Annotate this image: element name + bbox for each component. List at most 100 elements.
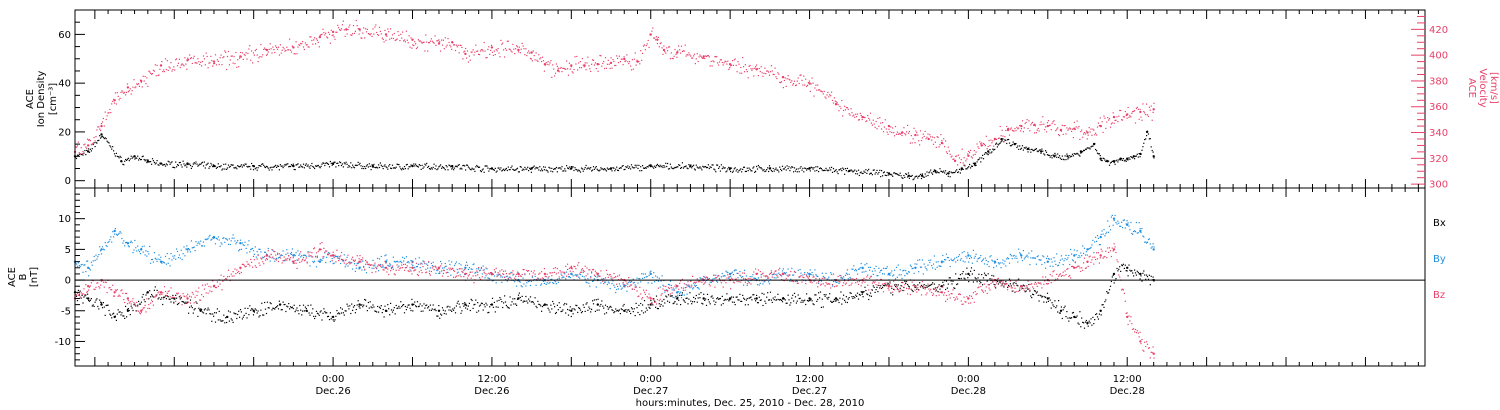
scatter-dot: [1066, 153, 1068, 155]
scatter-dot: [329, 160, 331, 163]
scatter-dot: [411, 263, 413, 265]
scatter-dot: [223, 56, 225, 58]
scatter-dot: [642, 304, 644, 306]
scatter-dot: [350, 312, 352, 315]
scatter-dot: [426, 41, 428, 43]
scatter-dot: [383, 165, 385, 167]
scatter-dot: [657, 280, 659, 282]
scatter-dot: [384, 255, 386, 257]
scatter-dot: [673, 55, 675, 57]
scatter-dot: [721, 295, 723, 297]
scatter-dot: [106, 304, 108, 306]
scatter-dot: [759, 70, 761, 73]
scatter-dot: [1109, 229, 1112, 231]
scatter-dot: [941, 285, 943, 287]
scatter-dot: [452, 42, 454, 44]
scatter-dot: [1071, 259, 1074, 261]
scatter-dot: [935, 261, 937, 263]
scatter-dot: [254, 246, 256, 248]
scatter-dot: [164, 165, 167, 167]
scatter-dot: [252, 169, 255, 171]
scatter-dot: [364, 37, 366, 39]
scatter-dot: [437, 315, 439, 317]
scatter-dot: [579, 309, 582, 311]
scatter-dot: [291, 165, 293, 167]
scatter-dot: [340, 307, 342, 309]
scatter-dot: [225, 51, 227, 53]
scatter-dot: [700, 278, 702, 280]
scatter-dot: [1106, 121, 1108, 123]
scatter-dot: [204, 238, 206, 240]
scatter-dot: [461, 268, 463, 270]
scatter-dot: [407, 304, 409, 306]
scatter-dot: [907, 172, 910, 174]
scatter-dot: [244, 163, 246, 165]
scatter-dot: [748, 167, 750, 169]
scatter-dot: [854, 116, 856, 118]
scatter-dot: [491, 44, 493, 46]
scatter-dot: [768, 71, 770, 73]
scatter-dot: [381, 37, 383, 39]
scatter-dot: [404, 305, 406, 308]
scatter-dot: [620, 167, 622, 169]
scatter-dot: [107, 304, 109, 306]
scatter-dot: [144, 254, 146, 256]
scatter-dot: [788, 166, 790, 168]
scatter-dot: [653, 298, 655, 300]
scatter-dot: [251, 162, 253, 165]
scatter-dot: [1106, 231, 1108, 233]
scatter-dot: [1125, 270, 1127, 272]
scatter-dot: [1008, 138, 1010, 141]
scatter-dot: [146, 77, 148, 79]
scatter-dot: [1033, 257, 1035, 259]
scatter-dot: [596, 276, 598, 278]
scatter-dot: [858, 119, 860, 121]
scatter-dot: [763, 72, 765, 74]
scatter-dot: [341, 260, 343, 262]
scatter-dot: [626, 54, 628, 56]
scatter-dot: [585, 303, 587, 305]
scatter-dot: [993, 149, 995, 151]
scatter-dot: [1102, 131, 1104, 133]
scatter-dot: [905, 270, 907, 272]
scatter-dot: [321, 319, 323, 321]
scatter-dot: [553, 168, 555, 170]
scatter-dot: [771, 301, 773, 303]
series-Bz: [73, 242, 1155, 359]
scatter-dot: [163, 69, 165, 71]
scatter-dot: [578, 307, 580, 309]
scatter-dot: [872, 285, 874, 287]
scatter-dot: [924, 287, 926, 289]
scatter-dot: [731, 171, 734, 173]
scatter-dot: [345, 310, 347, 312]
scatter-dot: [947, 175, 949, 177]
scatter-dot: [634, 164, 636, 166]
scatter-dot: [733, 168, 735, 170]
scatter-dot: [306, 261, 308, 263]
scatter-dot: [1108, 292, 1110, 294]
scatter-dot: [448, 260, 450, 262]
scatter-dot: [878, 284, 880, 287]
scatter-dot: [533, 165, 535, 167]
scatter-dot: [505, 275, 507, 278]
scatter-dot: [1065, 316, 1067, 318]
scatter-dot: [571, 71, 573, 73]
scatter-dot: [656, 163, 658, 165]
scatter-dot: [388, 31, 390, 33]
scatter-dot: [104, 137, 106, 139]
scatter-dot: [491, 168, 494, 170]
scatter-dot: [234, 167, 236, 169]
scatter-dot: [202, 165, 205, 167]
scatter-dot: [752, 294, 754, 296]
scatter-dot: [524, 274, 526, 276]
scatter-dot: [82, 293, 84, 295]
scatter-dot: [1145, 278, 1147, 280]
scatter-dot: [149, 245, 151, 248]
scatter-dot: [354, 270, 356, 272]
scatter-dot: [322, 162, 324, 164]
scatter-dot: [907, 176, 909, 178]
scatter-dot: [281, 49, 283, 51]
scatter-dot: [704, 299, 706, 301]
scatter-dot: [85, 284, 87, 286]
scatter-dot: [817, 84, 819, 86]
